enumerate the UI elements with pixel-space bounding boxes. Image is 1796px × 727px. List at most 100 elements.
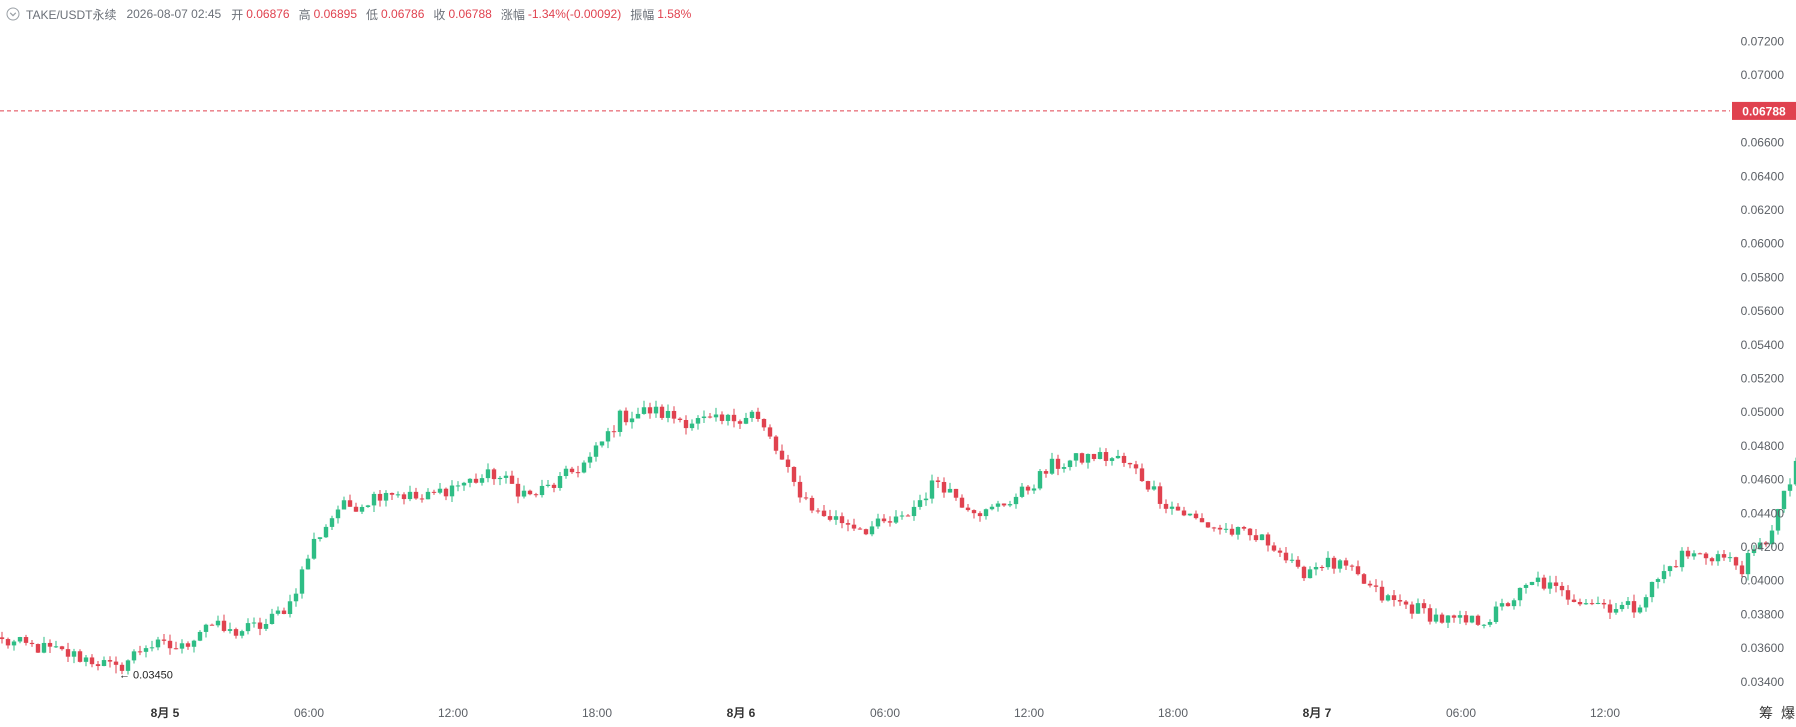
candle-body: [833, 516, 839, 520]
candle: [617, 409, 623, 437]
candle-body: [1043, 471, 1049, 474]
candle-body: [1607, 604, 1613, 613]
candle: [119, 662, 125, 675]
candle-body: [1007, 504, 1013, 506]
candle: [491, 467, 497, 485]
candle: [185, 641, 191, 650]
candle: [149, 640, 155, 652]
chevron-collapse-icon[interactable]: [6, 7, 20, 21]
candle: [311, 532, 317, 560]
candle-body: [179, 643, 185, 649]
candle: [1541, 574, 1547, 591]
candle-body: [305, 558, 311, 570]
candle: [1373, 579, 1379, 593]
candle: [395, 491, 401, 498]
candle: [857, 526, 863, 530]
candle: [905, 514, 911, 517]
candle-body: [797, 481, 803, 498]
candle-body: [1211, 527, 1217, 529]
candle-body: [1289, 559, 1295, 561]
candle-body: [29, 642, 35, 645]
candle-body: [485, 469, 491, 479]
candle-body: [221, 620, 227, 631]
candle-body: [863, 529, 869, 535]
candle: [1181, 506, 1187, 517]
candle: [233, 627, 239, 639]
candle: [1157, 482, 1163, 509]
candle: [1241, 525, 1247, 531]
candle-body: [263, 623, 269, 629]
candle: [173, 641, 179, 650]
candle: [377, 490, 383, 507]
candle-body: [1679, 550, 1685, 568]
candle: [749, 409, 755, 422]
candle: [1217, 524, 1223, 535]
candle-body: [935, 480, 941, 482]
footer-tool-chou[interactable]: 筹: [1759, 705, 1773, 721]
candle: [1115, 449, 1121, 459]
candle: [1283, 547, 1289, 564]
candle: [1553, 575, 1559, 593]
candle: [1367, 580, 1373, 588]
candle-body: [1769, 530, 1775, 545]
price-tick-label: 0.05800: [1741, 270, 1785, 284]
candle-body: [1463, 615, 1469, 623]
candle: [419, 494, 425, 503]
candle: [191, 639, 197, 653]
symbol-name[interactable]: TAKE/USDT永续: [26, 7, 117, 22]
candle-body: [1703, 553, 1709, 559]
candle: [137, 645, 143, 656]
candle: [1535, 571, 1541, 587]
candle-body: [1637, 607, 1643, 613]
price-tick-label: 0.03400: [1741, 675, 1785, 689]
price-axis[interactable]: 0.03400 0.03600 0.03800 0.04000 0.04200 0.044…: [1741, 34, 1785, 688]
candle: [1319, 565, 1325, 571]
candle-body: [197, 631, 203, 641]
candle-body: [1121, 455, 1127, 463]
candle-body: [317, 537, 323, 539]
candle: [845, 519, 851, 532]
candle: [1751, 545, 1757, 556]
candle: [983, 508, 989, 520]
candle-body: [17, 637, 23, 642]
candle-body: [1343, 560, 1349, 566]
candle-body: [407, 491, 413, 500]
candle-body: [1421, 603, 1427, 609]
candle-body: [275, 610, 281, 614]
candle: [113, 656, 119, 674]
candle: [1175, 503, 1181, 511]
time-axis[interactable]: 8月 5 06:00 12:00 18:00 8月 6 06:00 12:00 18:00 8月…: [151, 706, 1621, 720]
candle-body: [929, 480, 935, 499]
amplitude-label: 振幅: [630, 7, 655, 22]
candle: [1727, 552, 1733, 563]
candle: [1637, 604, 1643, 614]
candle: [1139, 463, 1145, 482]
candle: [767, 424, 773, 440]
candle: [761, 418, 767, 431]
candle: [425, 488, 431, 500]
candle-body: [1511, 600, 1517, 607]
candle-body: [11, 641, 17, 646]
candle-body: [1709, 558, 1715, 562]
candle: [1409, 601, 1415, 619]
candle: [1343, 557, 1349, 571]
candle: [1049, 452, 1055, 475]
candle: [335, 505, 341, 524]
footer-tool-bao[interactable]: 爆: [1781, 705, 1795, 721]
candle-body: [425, 491, 431, 500]
candle: [689, 419, 695, 431]
candle-body: [119, 664, 125, 671]
candle: [269, 608, 275, 625]
candle-body: [1115, 455, 1121, 459]
candle-body: [1367, 583, 1373, 586]
candle-body: [1103, 452, 1109, 461]
candle: [863, 528, 869, 536]
candle-body: [995, 503, 1001, 507]
candle-body: [365, 505, 371, 507]
candle-body: [815, 510, 821, 512]
candle: [1715, 550, 1721, 566]
candle-body: [851, 524, 857, 529]
candle: [1145, 480, 1151, 492]
candle-body: [1127, 462, 1133, 465]
